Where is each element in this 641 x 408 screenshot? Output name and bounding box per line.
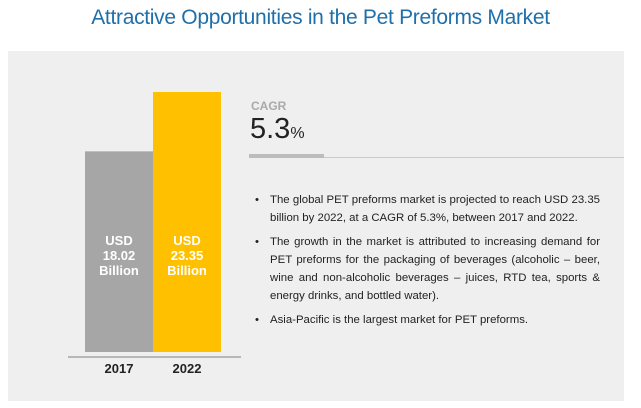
bar-data-label: 18.02 bbox=[103, 248, 136, 263]
key-point: • Asia-Pacific is the largest market for … bbox=[255, 311, 600, 329]
page-title: Attractive Opportunities in the Pet Pref… bbox=[91, 6, 550, 29]
bar-2022 bbox=[153, 92, 221, 352]
bar-2017 bbox=[85, 151, 153, 352]
key-point-text: Asia-Pacific is the largest market for P… bbox=[270, 314, 529, 326]
key-point: • The global PET preforms market is proje… bbox=[255, 191, 600, 227]
cagr-number: 5.3 bbox=[250, 113, 291, 145]
key-point-text: The global PET preforms market is projec… bbox=[270, 194, 600, 224]
cagr-unit: % bbox=[290, 125, 305, 142]
cagr-progress-bar bbox=[249, 154, 324, 158]
bars-group bbox=[85, 92, 221, 352]
key-point-text: The growth in the market is attributed t… bbox=[270, 236, 600, 302]
bar-data-label: Billion bbox=[99, 263, 139, 278]
bullet-icon: • bbox=[255, 314, 259, 326]
cagr-value: 5.3% bbox=[250, 113, 305, 146]
cagr-track bbox=[249, 157, 624, 158]
bar-data-label: Billion bbox=[167, 263, 207, 278]
key-points-list: • The global PET preforms market is proje… bbox=[255, 191, 600, 335]
bullet-icon: • bbox=[255, 194, 259, 206]
bar-data-label: 23.35 bbox=[171, 248, 204, 263]
x-tick-label: 2022 bbox=[173, 361, 202, 376]
bar-data-label: USD bbox=[105, 233, 132, 248]
key-point: • The growth in the market is attributed … bbox=[255, 233, 600, 305]
x-tick-label: 2017 bbox=[105, 361, 134, 376]
bar-data-label: USD bbox=[173, 233, 200, 248]
cagr-label: CAGR bbox=[251, 99, 287, 113]
bullet-icon: • bbox=[255, 236, 259, 248]
